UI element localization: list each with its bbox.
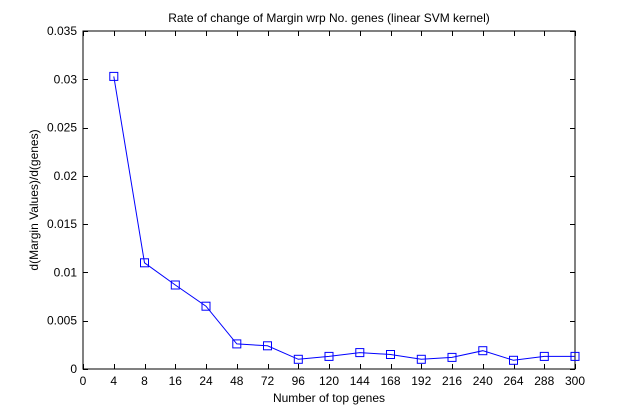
data-point-marker bbox=[324, 351, 334, 361]
data-point-marker bbox=[293, 354, 303, 364]
data-point-marker bbox=[416, 354, 426, 364]
x-tick-label: 16 bbox=[169, 374, 183, 388]
data-point-marker bbox=[539, 351, 549, 361]
data-point-marker bbox=[263, 341, 272, 351]
x-tick-label: 120 bbox=[319, 374, 339, 388]
x-tick-label: 24 bbox=[199, 374, 213, 388]
plot-frame bbox=[82, 30, 576, 370]
y-tick-label: 0 bbox=[70, 362, 77, 376]
x-axis-label: Number of top genes bbox=[273, 391, 385, 405]
plot-area bbox=[83, 31, 575, 369]
data-point-marker bbox=[509, 355, 518, 365]
series-layer bbox=[109, 71, 580, 365]
y-tick-label: 0.005 bbox=[47, 314, 77, 328]
data-point-marker bbox=[232, 339, 242, 349]
x-tick-label: 0 bbox=[80, 374, 87, 388]
data-point-marker bbox=[140, 258, 149, 268]
chart-title: Rate of change of Margin wrp No. genes (… bbox=[168, 11, 490, 25]
data-point-marker bbox=[170, 280, 180, 290]
data-point-marker bbox=[201, 301, 211, 311]
data-point-marker bbox=[447, 352, 457, 362]
y-tick-label: 0.03 bbox=[54, 72, 78, 86]
series-line bbox=[113, 76, 575, 361]
data-point-marker bbox=[386, 350, 395, 359]
x-tick-label: 288 bbox=[534, 374, 554, 388]
x-tick-label: 300 bbox=[565, 374, 585, 388]
x-tick-label: 240 bbox=[473, 374, 493, 388]
x-tick-label: 264 bbox=[503, 374, 523, 388]
x-tick-label: 8 bbox=[141, 374, 148, 388]
x-tick-label: 192 bbox=[411, 374, 431, 388]
x-tick-label: 168 bbox=[380, 374, 400, 388]
data-point-marker bbox=[355, 348, 365, 358]
data-point-marker bbox=[570, 351, 580, 361]
y-tick-label: 0.02 bbox=[54, 169, 78, 183]
y-tick-labels: 0 0.005 0.01 0.015 0.02 0.025 0.03 0.035 bbox=[47, 24, 77, 376]
x-tick-label: 72 bbox=[261, 374, 275, 388]
x-tick-labels: 0 4 8 16 24 48 72 96 120 144 168 192 216 240 264 288 300 bbox=[80, 374, 586, 388]
x-tick-label: 96 bbox=[292, 374, 306, 388]
y-tick-label: 0.01 bbox=[54, 265, 78, 279]
y-tick-label: 0.035 bbox=[47, 24, 77, 38]
x-tick-label: 48 bbox=[230, 374, 244, 388]
x-tick-label: 4 bbox=[110, 374, 117, 388]
data-point-marker bbox=[109, 71, 119, 81]
x-tick-label: 216 bbox=[442, 374, 462, 388]
data-point-marker bbox=[478, 346, 488, 356]
x-tick-label: 144 bbox=[350, 374, 370, 388]
y-tick-label: 0.015 bbox=[47, 217, 77, 231]
y-tick-label: 0.025 bbox=[47, 121, 77, 135]
y-axis-label: d(Margin Values)/d(genes) bbox=[27, 129, 41, 270]
